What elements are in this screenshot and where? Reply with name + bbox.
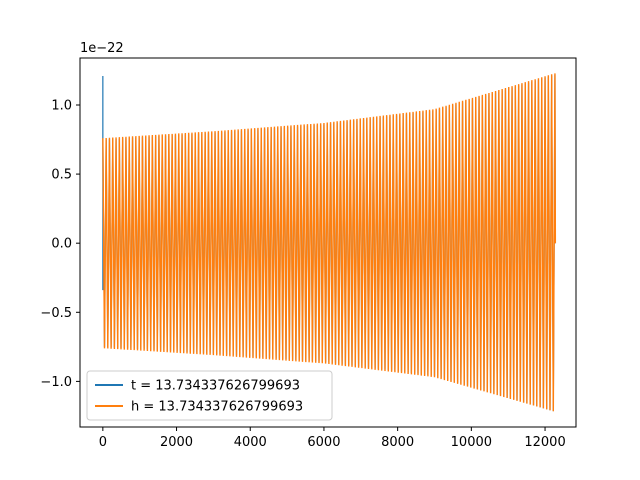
x-tick-label: 0 bbox=[99, 435, 107, 450]
x-tick-label: 4000 bbox=[234, 435, 267, 450]
legend-box bbox=[86, 370, 333, 421]
series-line-2 bbox=[102, 73, 557, 412]
x-tick-label: 2000 bbox=[160, 435, 193, 450]
x-tick-label: 6000 bbox=[307, 435, 340, 450]
x-tick-label: 8000 bbox=[381, 435, 414, 450]
legend-entry: t = 13.734337626799693 bbox=[131, 379, 300, 394]
legend-entry: h = 13.734337626799693 bbox=[131, 400, 303, 415]
axes-frame bbox=[79, 57, 577, 428]
y-tick-label: −0.5 bbox=[40, 306, 72, 321]
y-tick-label: 1.0 bbox=[51, 98, 72, 113]
y-tick-label: 0.5 bbox=[51, 168, 72, 183]
x-tick-label: 10000 bbox=[451, 435, 492, 450]
x-axis: 0 2000 4000 6000 8000 10000 12000 bbox=[99, 427, 566, 450]
y-tick-label: −1.0 bbox=[40, 375, 72, 390]
y-axis: −1.0 −0.5 0.0 0.5 1.0 bbox=[40, 98, 80, 390]
y-offset-label: 1e−22 bbox=[80, 41, 124, 56]
plot-area bbox=[102, 73, 557, 412]
y-tick-label: 0.0 bbox=[51, 237, 72, 252]
x-tick-label: 12000 bbox=[524, 435, 565, 450]
legend: t = 13.734337626799693 h = 13.73433762679… bbox=[86, 370, 333, 421]
